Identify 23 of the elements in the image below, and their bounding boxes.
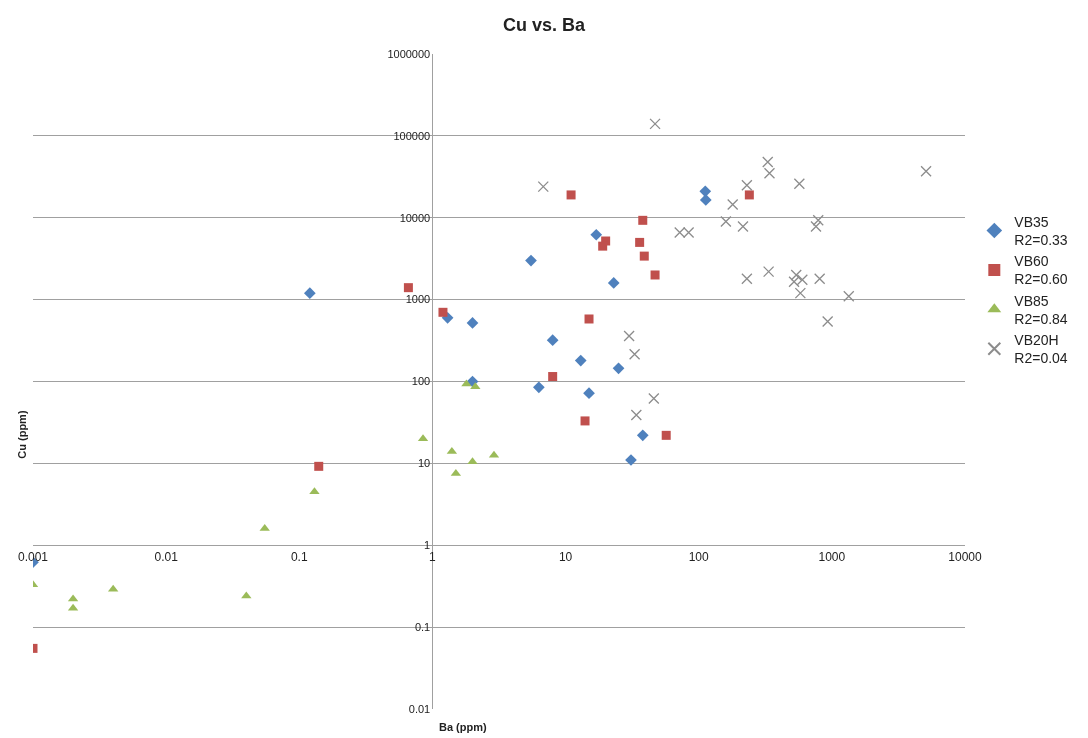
y-tick-label: 0.01 xyxy=(408,702,431,715)
legend-label: VB20H R2=0.04 xyxy=(1014,332,1068,367)
chart-title: Cu vs. Ba xyxy=(502,15,586,36)
y-tick-label: 10 xyxy=(417,457,431,470)
legend-label: VB60 R2=0.60 xyxy=(1014,253,1068,288)
x-tick-label: 100 xyxy=(688,549,710,564)
x-tick-label: 0.001 xyxy=(17,549,49,564)
legend-label: VB35 R2=0.33 xyxy=(1014,213,1068,249)
x-tick-label: 1000 xyxy=(818,549,846,564)
y-axis-title: Cu (ppm) xyxy=(15,410,28,459)
y-tick-label: 10000 xyxy=(399,211,431,224)
x-tick-label: 10000 xyxy=(948,549,983,564)
x-axis-title: Ba (ppm) xyxy=(439,721,487,733)
y-tick-label: 100000 xyxy=(393,129,431,142)
x-tick-label: 0.01 xyxy=(154,549,179,564)
x-tick-label: 0.1 xyxy=(290,549,308,564)
legend-label: VB85 R2=0.84 xyxy=(1014,292,1068,327)
y-tick-label: 1000000 xyxy=(387,47,431,60)
y-tick-label: 0.1 xyxy=(414,620,431,633)
y-tick-label: 1000 xyxy=(405,293,431,306)
y-tick-label: 100 xyxy=(411,375,431,388)
y-tick-label: 1 xyxy=(424,539,431,552)
x-tick-label: 10 xyxy=(558,549,573,564)
